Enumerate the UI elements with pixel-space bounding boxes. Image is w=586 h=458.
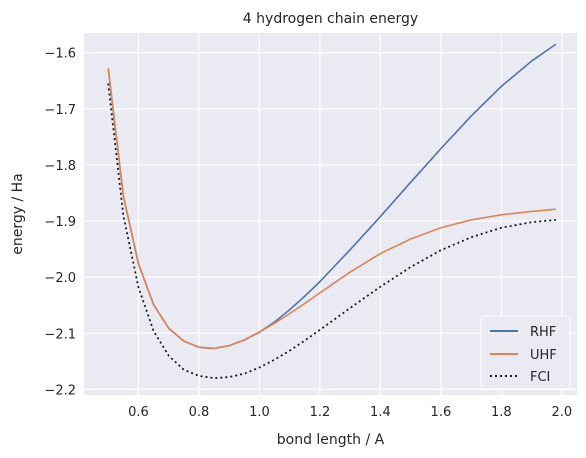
y-tick-label: −2.2 — [44, 383, 76, 398]
y-tick-label: −2.1 — [44, 327, 76, 342]
y-tick-label: −1.8 — [44, 159, 76, 174]
y-tick-label: −1.6 — [44, 47, 76, 62]
x-tick-label: 1.0 — [249, 405, 270, 420]
legend-label-rhf: RHF — [530, 325, 556, 340]
legend-label-uhf: UHF — [530, 348, 557, 363]
x-tick-label: 0.6 — [128, 405, 149, 420]
x-tick-label: 0.8 — [189, 405, 210, 420]
x-tick-label: 2.0 — [552, 405, 573, 420]
y-tick-label: −2.0 — [44, 271, 76, 286]
y-tick-label: −1.7 — [44, 103, 76, 118]
series-line-uhf — [107, 68, 556, 350]
x-tick-label: 1.6 — [431, 405, 452, 420]
series-line-fci — [107, 83, 556, 380]
chart-title: 4 hydrogen chain energy — [243, 11, 418, 27]
y-tick-label: −1.9 — [44, 215, 76, 230]
x-axis: 0.6 0.8 1.0 1.2 1.4 1.6 1.8 2.0 — [128, 405, 572, 420]
y-axis-label: energy / Ha — [10, 173, 26, 255]
y-axis: −2.2 −2.1 −2.0 −1.9 −1.8 −1.7 −1.6 — [44, 47, 76, 399]
x-tick-label: 1.2 — [310, 405, 331, 420]
x-tick-label: 1.4 — [370, 405, 391, 420]
series-layer — [107, 43, 557, 380]
legend-label-fci: FCI — [530, 370, 550, 385]
x-tick-label: 1.8 — [491, 405, 512, 420]
x-axis-label: bond length / A — [277, 432, 385, 448]
legend: RHF UHF FCI — [480, 315, 571, 390]
legend-box — [480, 315, 571, 390]
